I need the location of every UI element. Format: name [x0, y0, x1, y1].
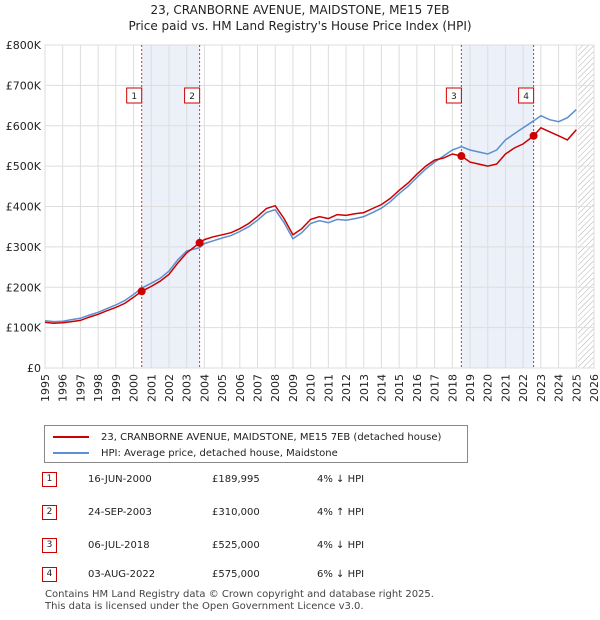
x-tick-label: 2021 — [499, 374, 512, 402]
legend-item-property: 23, CRANBORNE AVENUE, MAIDSTONE, ME15 7E… — [53, 430, 441, 444]
sale-date: 16-JUN-2000 — [88, 474, 152, 485]
plot-area: £0 £100K £200K £300K £400K £500K £600K £700K £80… — [6, 39, 600, 402]
x-tick-label: 1998 — [92, 374, 105, 402]
price-chart: 23, CRANBORNE AVENUE, MAIDSTONE, ME15 7E… — [6, 3, 600, 402]
x-tick-label: 2019 — [464, 374, 477, 402]
sale-marker-box — [445, 87, 462, 104]
legend-label-hpi: HPI: Average price, detached house, Maid… — [101, 447, 338, 459]
y-tick-label: £0 — [27, 362, 41, 375]
sale-price: £525,000 — [212, 540, 260, 551]
x-tick-label: 2008 — [269, 374, 282, 402]
y-tick-label: £500K — [6, 160, 42, 173]
x-tick-label: 2000 — [128, 374, 141, 402]
x-tick-label: 2009 — [287, 374, 300, 402]
sale-price: £575,000 — [212, 569, 260, 580]
x-tick-label: 2003 — [181, 374, 194, 402]
sale-date: 06-JUL-2018 — [88, 540, 150, 551]
x-tick-label: 2006 — [234, 374, 247, 402]
x-tick-label: 2018 — [446, 374, 459, 402]
sale-date: 24-SEP-2003 — [88, 507, 152, 518]
chart-title: 23, CRANBORNE AVENUE, MAIDSTONE, ME15 7E… — [150, 3, 449, 17]
sale-marker-badge: 1 — [42, 472, 57, 487]
sale-price: £189,995 — [212, 474, 260, 485]
legend-swatch-red — [53, 436, 89, 438]
sale-marker-label: 3 — [451, 92, 457, 102]
y-tick-label: £600K — [6, 120, 42, 133]
sale-hpi-diff: 4% ↑ HPI — [317, 507, 365, 518]
x-tick-label: 2010 — [305, 374, 318, 402]
x-tick-label: 2017 — [429, 374, 442, 402]
hpi-line — [44, 109, 577, 323]
sale-date: 03-AUG-2022 — [88, 569, 156, 580]
x-tick-label: 2016 — [411, 374, 424, 402]
x-tick-label: 2011 — [322, 374, 335, 402]
y-tick-label: £200K — [6, 281, 42, 294]
sale-point — [457, 152, 466, 161]
x-tick-label: 1996 — [57, 374, 70, 402]
sale-marker-box — [126, 87, 143, 104]
sale-row: 4 03-AUG-2022 £575,000 6% ↓ HPI — [42, 567, 402, 587]
x-tick-label: 2002 — [163, 374, 176, 402]
x-tick-label: 2025 — [570, 374, 583, 402]
x-tick-label: 1995 — [39, 374, 52, 402]
x-tick-label: 2001 — [145, 374, 158, 402]
sale-hpi-diff: 6% ↓ HPI — [317, 569, 365, 580]
x-tick-label: 2020 — [482, 374, 495, 402]
sale-price: £310,000 — [212, 507, 260, 518]
sale-marker-box — [518, 87, 535, 104]
sale-hpi-diff: 4% ↓ HPI — [317, 474, 365, 485]
x-tick-label: 2004 — [198, 374, 211, 402]
x-tick-label: 2013 — [358, 374, 371, 402]
legend: 23, CRANBORNE AVENUE, MAIDSTONE, ME15 7E… — [44, 425, 468, 463]
footer-copyright: Contains HM Land Registry data © Crown c… — [45, 589, 434, 600]
x-tick-label: 2005 — [216, 374, 229, 402]
sale-point — [529, 131, 538, 140]
y-tick-label: £800K — [6, 39, 42, 52]
sale-marker-badge: 4 — [42, 567, 57, 582]
sale-row: 3 06-JUL-2018 £525,000 4% ↓ HPI — [42, 538, 402, 558]
x-tick-label: 2022 — [517, 374, 530, 402]
sale-marker-badge: 2 — [42, 505, 57, 520]
x-tick-label: 2023 — [535, 374, 548, 402]
x-tick-label: 2014 — [375, 374, 388, 402]
x-tick-label: 2012 — [340, 374, 353, 402]
sale-point — [195, 238, 204, 247]
x-tick-label: 2026 — [588, 374, 600, 402]
y-tick-label: £100K — [6, 322, 42, 335]
sale-marker-label: 2 — [189, 92, 195, 102]
x-tick-label: 2007 — [252, 374, 265, 402]
x-tick-label: 1997 — [74, 374, 87, 402]
sale-hpi-diff: 4% ↓ HPI — [317, 540, 365, 551]
sale-row: 1 16-JUN-2000 £189,995 4% ↓ HPI — [42, 472, 402, 492]
sale-marker-badge: 3 — [42, 538, 57, 553]
y-tick-label: £300K — [6, 241, 42, 254]
legend-item-hpi: HPI: Average price, detached house, Maid… — [53, 446, 338, 460]
y-tick-label: £400K — [6, 201, 42, 214]
footer-licence: This data is licensed under the Open Gov… — [45, 601, 364, 612]
legend-swatch-blue — [53, 452, 89, 454]
x-tick-label: 2024 — [553, 374, 566, 402]
sale-marker-label: 4 — [523, 92, 529, 102]
property-price-line — [44, 126, 577, 324]
sale-marker-label: 1 — [131, 92, 137, 102]
x-tick-label: 2015 — [393, 374, 406, 402]
sale-point — [137, 287, 146, 296]
sale-row: 2 24-SEP-2003 £310,000 4% ↑ HPI — [42, 505, 402, 525]
chart-subtitle: Price paid vs. HM Land Registry's House … — [128, 19, 471, 33]
legend-label-property: 23, CRANBORNE AVENUE, MAIDSTONE, ME15 7E… — [101, 431, 442, 443]
sale-marker-box — [184, 87, 201, 104]
x-tick-label: 1999 — [110, 374, 123, 402]
y-tick-label: £700K — [6, 79, 42, 92]
footer: Contains HM Land Registry data © Crown c… — [45, 589, 434, 613]
